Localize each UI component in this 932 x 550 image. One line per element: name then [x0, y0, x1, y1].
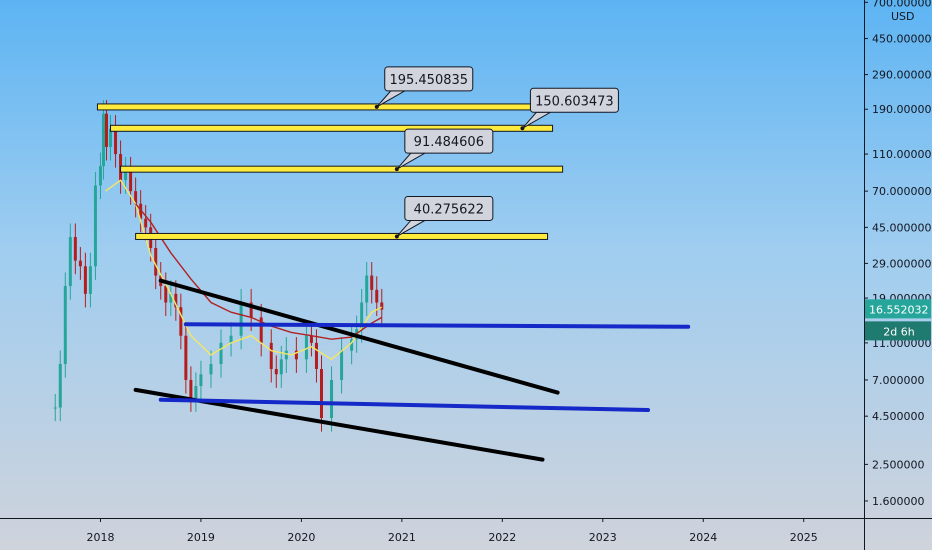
candle-body	[294, 350, 298, 360]
candle-body	[284, 350, 288, 360]
x-tick-label: 2018	[86, 531, 114, 544]
trendline	[158, 278, 560, 395]
candle-body	[53, 407, 57, 409]
candle-body	[279, 359, 283, 375]
candle-body	[144, 218, 148, 228]
callout-label: 195.450835	[389, 73, 468, 88]
level-bar	[135, 232, 549, 240]
candle-body	[174, 293, 178, 308]
y-tick-label: 290.000000	[872, 69, 932, 82]
candle-body	[269, 342, 273, 369]
callout-box	[384, 66, 474, 92]
candle-body	[169, 293, 173, 303]
y-tick-label: 110.000000	[872, 148, 932, 161]
candle-body	[189, 379, 193, 399]
candle-body	[309, 335, 313, 343]
candle-body	[314, 342, 318, 369]
candle-body	[73, 237, 77, 261]
x-tick-label: 2021	[388, 531, 416, 544]
y-tick-label: 70.000000	[872, 185, 932, 198]
candle-body	[114, 128, 118, 155]
y-tick-label: 700.000000	[872, 0, 932, 9]
candle-body	[229, 335, 233, 343]
callout-box	[404, 195, 494, 221]
candle-body	[134, 191, 138, 204]
countdown-label: 2d 6h	[883, 325, 914, 338]
candle-body	[154, 247, 158, 276]
candle-body	[340, 350, 344, 380]
y-tick-label: 450.000000	[872, 33, 932, 46]
candle-body	[365, 275, 369, 303]
series-layer	[53, 100, 384, 432]
candle-body	[380, 302, 384, 310]
callout-box	[404, 128, 494, 154]
candle-body	[68, 237, 72, 287]
y-tick-label: 1.600000	[872, 495, 925, 508]
candle-body	[93, 185, 97, 267]
callout-box	[529, 87, 619, 113]
candle-body	[104, 113, 108, 147]
callout-label: 40.275622	[414, 202, 484, 217]
candle-body	[199, 374, 203, 387]
candle-body	[88, 266, 92, 294]
x-tick-label: 2019	[187, 531, 215, 544]
candle-body	[184, 335, 188, 380]
level-bar	[120, 165, 564, 173]
y-tick-label: 4.500000	[872, 410, 925, 423]
candle-body	[375, 289, 379, 303]
trendline	[183, 322, 691, 329]
candle-body	[98, 166, 102, 186]
countdown-tag	[865, 321, 931, 341]
y-tick-label: 190.000000	[872, 103, 932, 116]
y-tick-label: 2.500000	[872, 458, 925, 471]
candle-body	[124, 170, 128, 181]
candle-body	[109, 128, 113, 147]
trendline	[158, 397, 650, 413]
candle-body	[304, 335, 308, 360]
candle-body	[209, 364, 213, 375]
y-tick-label: 45.000000	[872, 221, 932, 234]
candle-body	[78, 260, 82, 267]
x-tick-label: 2023	[589, 531, 617, 544]
current-price-label: 16.552032	[869, 303, 929, 316]
x-tick-label: 2020	[287, 531, 315, 544]
candle-body	[330, 379, 334, 419]
level-bar	[96, 103, 554, 111]
x-tick-label: 2024	[689, 531, 717, 544]
candle-body	[239, 302, 243, 336]
candle-body	[370, 275, 374, 290]
y-tick-label: 7.000000	[872, 374, 925, 387]
candle-body	[350, 339, 354, 351]
candle-body	[63, 286, 67, 365]
candle-body	[319, 368, 323, 419]
candle-body	[83, 266, 87, 294]
candle-body	[164, 286, 168, 303]
candle-body	[219, 342, 223, 365]
candle-body	[139, 203, 143, 219]
candle-body	[129, 170, 133, 192]
moving-average-line	[105, 179, 383, 361]
level-bar	[110, 124, 554, 132]
candle-body	[101, 113, 105, 167]
moving-average-line	[135, 203, 383, 340]
currency-label: USD	[891, 10, 915, 23]
current-price-tag	[865, 299, 931, 319]
x-tick-label: 2025	[790, 531, 818, 544]
x-tick-label: 2022	[488, 531, 516, 544]
callout-label: 150.603473	[535, 94, 614, 109]
y-tick-label: 29.000000	[872, 257, 932, 270]
drawings-layer: 195.450835 150.603473 91.484606 40.275622	[96, 66, 691, 462]
callout-label: 91.484606	[414, 135, 484, 150]
candle-body	[259, 317, 263, 343]
candle-body	[360, 302, 364, 330]
candle-body	[58, 364, 62, 408]
candle-body	[194, 386, 198, 399]
candle-body	[249, 302, 253, 318]
candle-body	[274, 368, 278, 375]
candle-body	[179, 307, 183, 336]
